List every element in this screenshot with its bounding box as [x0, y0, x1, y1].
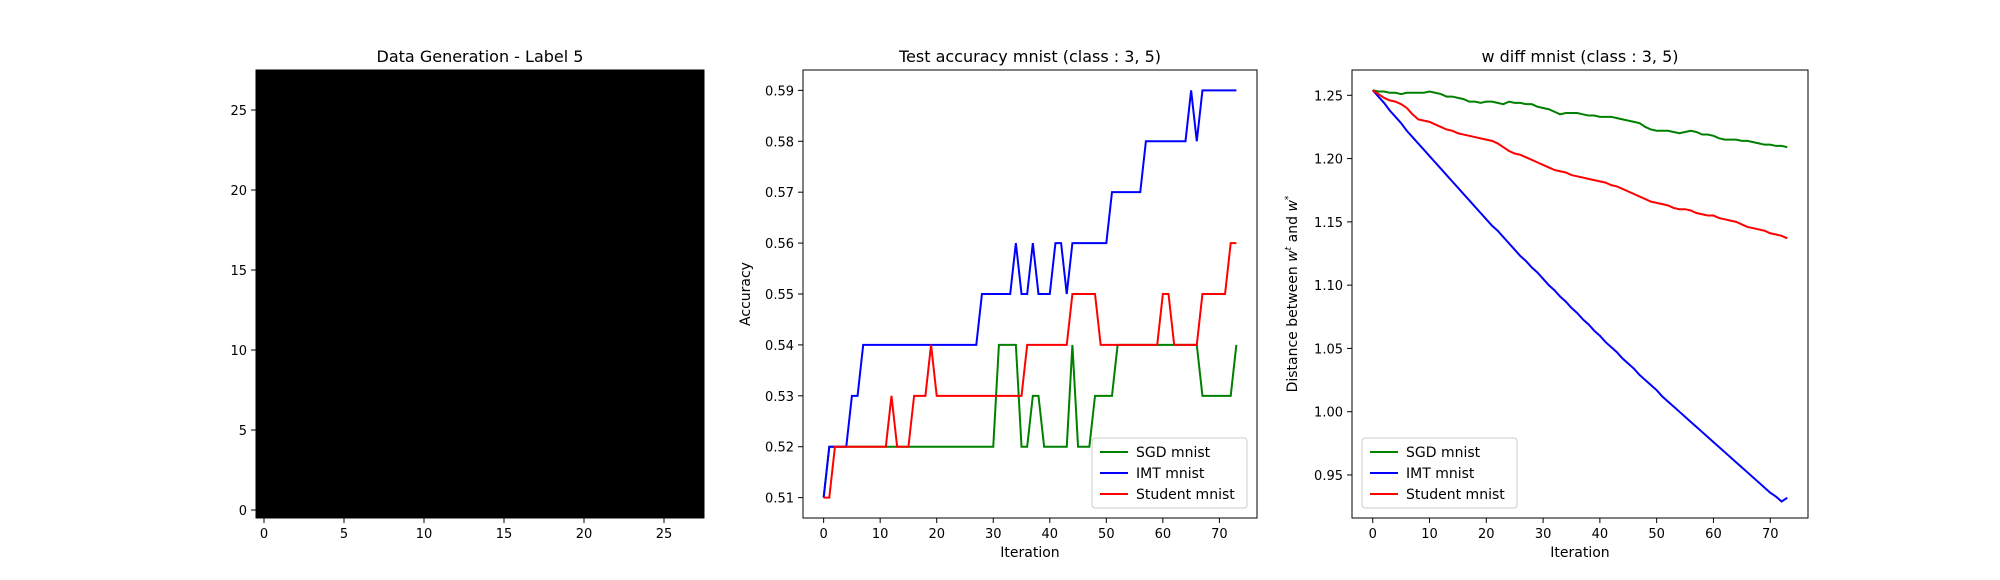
y-tick-label: 0.54	[765, 339, 794, 354]
series-lines	[822, 89, 1238, 499]
x-axis-label: Iteration	[1000, 545, 1059, 561]
y-tick-label: 0.56	[765, 237, 794, 252]
y-tick-label: 0.52	[765, 441, 794, 456]
accuracy-panel: Test accuracy mnist (class : 3, 5) 0 10 20…	[738, 47, 1258, 561]
y-tick-label: 1.00	[1314, 406, 1343, 421]
y-axis-label: Distance between wt and w*	[1284, 195, 1301, 392]
y-tick-label: 1.05	[1314, 342, 1343, 357]
legend: SGD mnist IMT mnist Student mnist	[1361, 437, 1518, 509]
y-ticks: 0.51 0.52 0.53 0.54 0.55 0.56 0.57 0.58 0.59	[765, 84, 803, 507]
wdiff-panel: w diff mnist (class : 3, 5) 0 10 20 30 40 50 6…	[1284, 47, 1809, 561]
series-line	[1372, 89, 1788, 149]
pixel-grid	[256, 70, 704, 518]
x-tick-label: 10	[1421, 527, 1438, 542]
axes-frame	[255, 69, 705, 519]
y-tick-label: 0.59	[765, 84, 794, 99]
y-tick-label: 1.10	[1314, 279, 1343, 294]
x-tick-label: 20	[576, 527, 593, 542]
y-ticks: 0 5 10 15 20 25	[230, 104, 256, 519]
x-tick-label: 60	[1155, 527, 1172, 542]
chart-title: w diff mnist (class : 3, 5)	[1481, 47, 1678, 66]
x-tick-label: 0	[819, 527, 827, 542]
series-line	[822, 89, 1237, 498]
x-ticks: 0 10 20 30 40 50 60 70	[1369, 518, 1779, 542]
legend-box	[1361, 437, 1518, 509]
x-tick-label: 40	[1042, 527, 1059, 542]
y-tick-label: 1.25	[1314, 89, 1343, 104]
legend-label: SGD mnist	[1406, 445, 1481, 461]
y-axis-label: Accuracy	[738, 262, 754, 326]
series-line	[823, 242, 1237, 499]
legend: SGD mnist IMT mnist Student mnist	[1091, 437, 1248, 509]
y-tick-label: 0.95	[1314, 469, 1343, 484]
image-panel: Data Generation - Label 5 0 5 10 15 20 25 0 5 1…	[230, 47, 705, 542]
x-tick-label: 20	[1478, 527, 1495, 542]
x-tick-label: 30	[1535, 527, 1552, 542]
series-line	[1372, 89, 1788, 240]
y-tick-label: 15	[230, 264, 247, 279]
legend-label: IMT mnist	[1136, 466, 1205, 482]
x-tick-label: 30	[985, 527, 1002, 542]
y-ticks: 0.95 1.00 1.05 1.10 1.15 1.20 1.25	[1314, 89, 1352, 484]
series-line	[822, 343, 1238, 498]
series-lines	[1371, 89, 1788, 503]
x-tick-label: 50	[1098, 527, 1115, 542]
chart-title: Data Generation - Label 5	[377, 47, 584, 66]
x-ticks: 0 5 10 15 20 25	[260, 518, 672, 542]
y-tick-label: 0	[239, 504, 247, 519]
y-tick-label: 5	[239, 424, 247, 439]
x-tick-label: 0	[260, 527, 268, 542]
y-tick-label: 0.53	[765, 390, 794, 405]
x-tick-label: 10	[872, 527, 889, 542]
axes-frame	[1351, 69, 1809, 519]
chart-title: Test accuracy mnist (class : 3, 5)	[898, 47, 1161, 66]
y-tick-label: 0.51	[765, 492, 794, 507]
y-tick-label: 0.58	[765, 135, 794, 150]
legend-label: IMT mnist	[1406, 466, 1475, 482]
x-tick-label: 15	[496, 527, 513, 542]
x-tick-label: 10	[416, 527, 433, 542]
y-tick-label: 20	[230, 184, 247, 199]
x-tick-label: 5	[340, 527, 348, 542]
x-tick-label: 25	[656, 527, 673, 542]
series-line	[1371, 89, 1788, 503]
axes-frame	[802, 69, 1258, 519]
y-tick-label: 0.55	[765, 288, 794, 303]
x-tick-label: 70	[1211, 527, 1228, 542]
y-tick-label: 1.20	[1314, 153, 1343, 168]
x-axis-label: Iteration	[1550, 545, 1609, 561]
image-background	[256, 70, 704, 518]
legend-label: SGD mnist	[1136, 445, 1211, 461]
x-tick-label: 20	[928, 527, 945, 542]
legend-label: Student mnist	[1406, 487, 1505, 503]
x-tick-label: 50	[1648, 527, 1665, 542]
x-tick-label: 70	[1762, 527, 1779, 542]
y-tick-label: 25	[230, 104, 247, 119]
y-tick-label: 0.57	[765, 186, 794, 201]
x-tick-label: 0	[1369, 527, 1377, 542]
legend-label: Student mnist	[1136, 487, 1235, 503]
y-tick-label: 10	[230, 344, 247, 359]
x-ticks: 0 10 20 30 40 50 60 70	[819, 518, 1228, 542]
x-tick-label: 40	[1592, 527, 1609, 542]
y-tick-label: 1.15	[1314, 216, 1343, 231]
legend-box	[1091, 437, 1248, 509]
x-tick-label: 60	[1705, 527, 1722, 542]
